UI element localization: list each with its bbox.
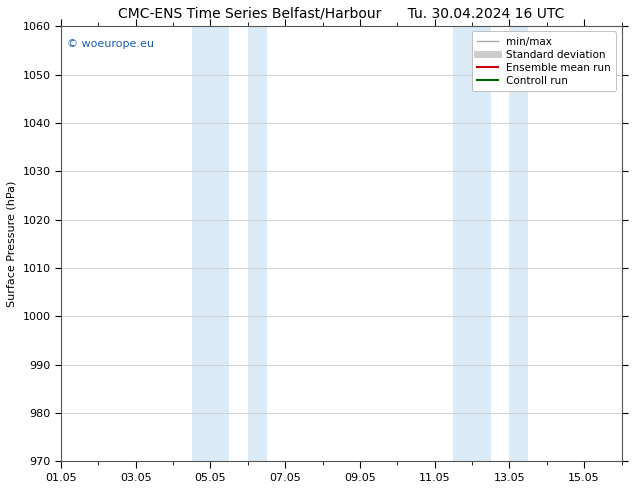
Bar [509, 26, 528, 461]
Text: © woeurope.eu: © woeurope.eu [67, 39, 153, 49]
Title: CMC-ENS Time Series Belfast/Harbour      Tu. 30.04.2024 16 UTC: CMC-ENS Time Series Belfast/Harbour Tu. … [118, 7, 564, 21]
Legend: min/max, Standard deviation, Ensemble mean run, Controll run: min/max, Standard deviation, Ensemble me… [472, 31, 616, 91]
Y-axis label: Surface Pressure (hPa): Surface Pressure (hPa) [7, 181, 17, 307]
Bar [248, 26, 266, 461]
Bar [192, 26, 229, 461]
Bar [453, 26, 491, 461]
